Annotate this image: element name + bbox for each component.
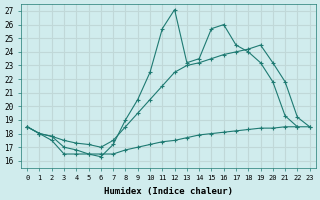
X-axis label: Humidex (Indice chaleur): Humidex (Indice chaleur) (104, 187, 233, 196)
